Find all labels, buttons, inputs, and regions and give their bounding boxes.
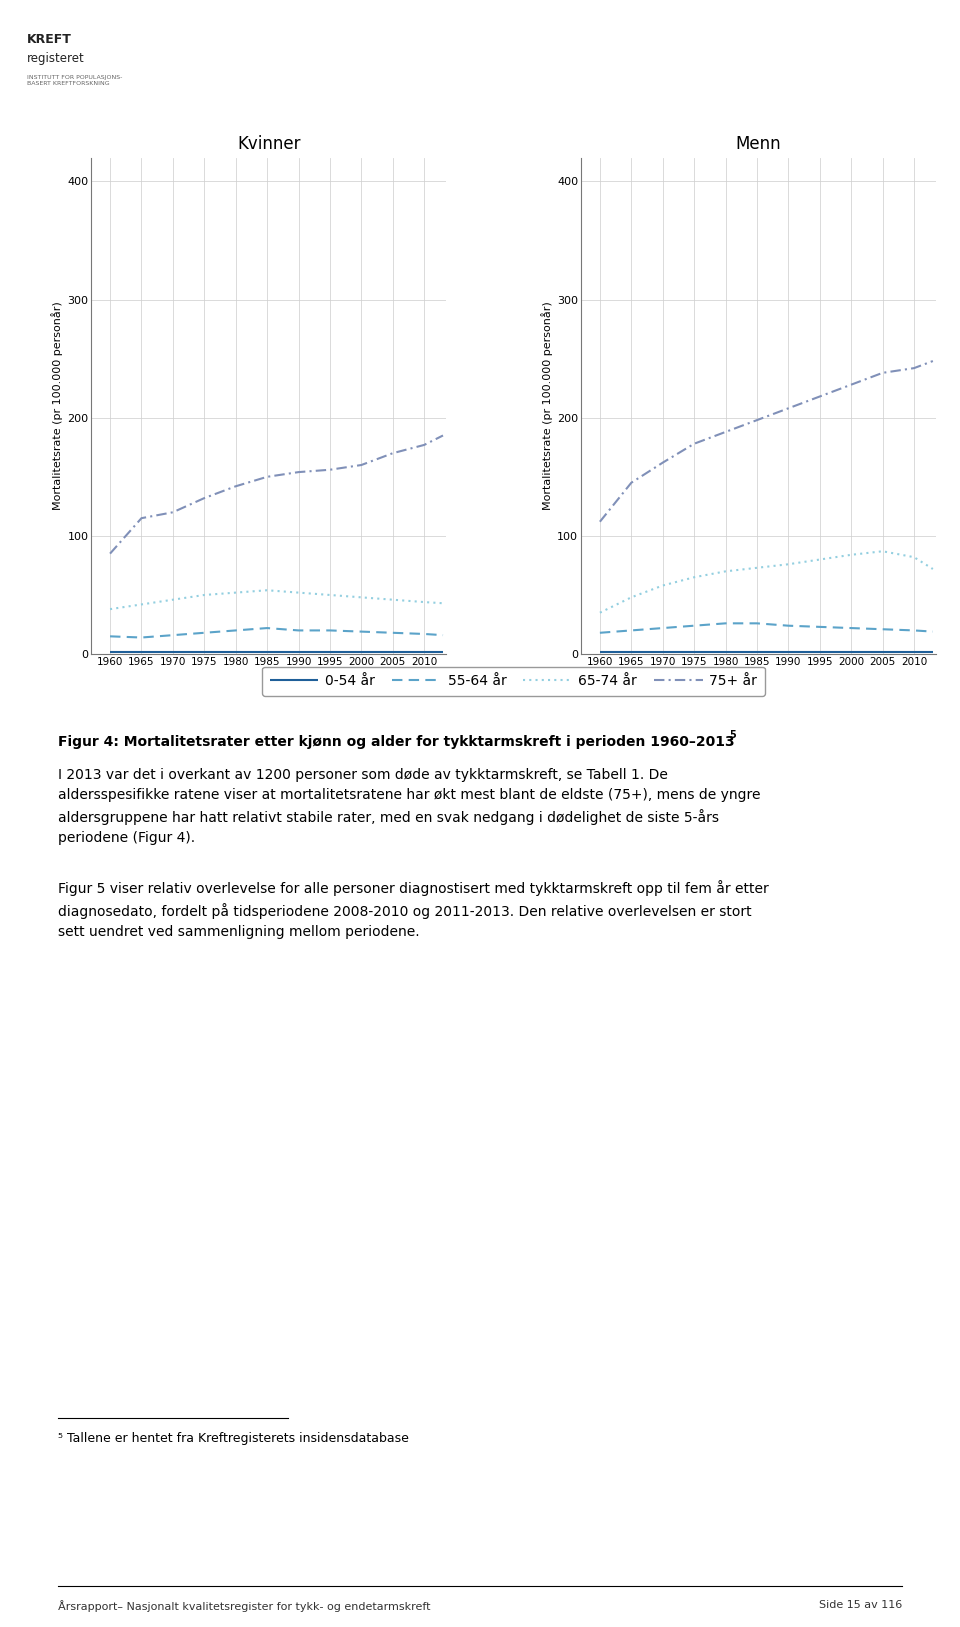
Title: Menn: Menn bbox=[735, 135, 781, 153]
Text: Figur 4: Mortalitetsrater etter kjønn og alder for tykktarmskreft i perioden 196: Figur 4: Mortalitetsrater etter kjønn og… bbox=[58, 735, 734, 748]
Y-axis label: Mortalitetsrate (pr 100.000 personår): Mortalitetsrate (pr 100.000 personår) bbox=[51, 301, 63, 511]
Legend: 0-54 år, 55-64 år, 65-74 år, 75+ år: 0-54 år, 55-64 år, 65-74 år, 75+ år bbox=[262, 667, 765, 696]
Text: ⁵ Tallene er hentet fra Kreftregisterets insidensdatabase: ⁵ Tallene er hentet fra Kreftregisterets… bbox=[58, 1432, 408, 1445]
Text: I 2013 var det i overkant av 1200 personer som døde av tykktarmskreft, se Tabell: I 2013 var det i overkant av 1200 person… bbox=[58, 768, 760, 844]
Text: INSTITUTT FOR POPULASJONS-
BASERT KREFTFORSKNING: INSTITUTT FOR POPULASJONS- BASERT KREFTF… bbox=[27, 75, 122, 86]
Text: Side 15 av 116: Side 15 av 116 bbox=[819, 1599, 902, 1611]
Text: 5: 5 bbox=[730, 731, 736, 740]
Text: Årsrapport– Nasjonalt kvalitetsregister for tykk- og endetarmskreft: Årsrapport– Nasjonalt kvalitetsregister … bbox=[58, 1599, 430, 1612]
Y-axis label: Mortalitetsrate (pr 100.000 personår): Mortalitetsrate (pr 100.000 personår) bbox=[541, 301, 553, 511]
Title: Kvinner: Kvinner bbox=[237, 135, 300, 153]
Text: Figur 5 viser relativ overlevelse for alle personer diagnostisert med tykktarmsk: Figur 5 viser relativ overlevelse for al… bbox=[58, 880, 768, 939]
Text: KREFT: KREFT bbox=[27, 33, 72, 46]
Text: registeret: registeret bbox=[27, 52, 84, 65]
